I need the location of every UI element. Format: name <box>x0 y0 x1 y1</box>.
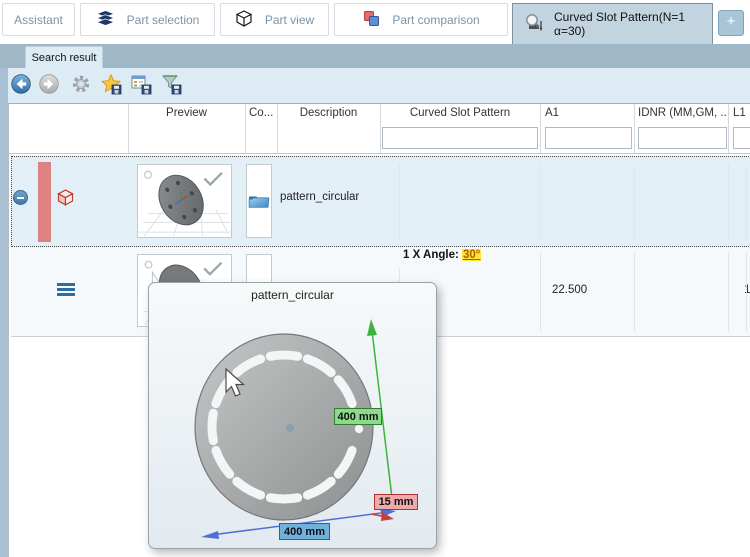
collapse-row-button[interactable] <box>13 190 28 205</box>
result-tab-bar <box>0 44 750 68</box>
tab-part-comparison-label: Part comparison <box>392 12 480 27</box>
tab-search-result-label: Search result <box>31 51 97 64</box>
settings-gear-icon[interactable] <box>71 74 91 94</box>
measure-search-icon <box>523 12 545 37</box>
tab-part-selection[interactable]: Part selection <box>80 3 215 36</box>
group-parameter-label: 1 X Angle: <box>403 249 459 261</box>
tab-part-view-label: Part view <box>264 12 315 27</box>
column-separator <box>540 104 541 153</box>
tab-part-selection-label: Part selection <box>126 12 200 27</box>
filter-input-idnr[interactable] <box>638 127 727 149</box>
dimension-label-width: 400 mm <box>279 523 330 540</box>
tab-assistant[interactable]: Assistant <box>2 3 75 36</box>
save-table-icon[interactable] <box>131 74 152 95</box>
layers-stack-icon <box>95 9 115 30</box>
column-separator <box>128 104 129 153</box>
table-row[interactable] <box>11 156 750 247</box>
add-tab-button[interactable]: + <box>718 10 744 36</box>
tab-part-view[interactable]: Part view <box>220 3 329 36</box>
row-separator <box>746 252 747 332</box>
popup-title: pattern_circular <box>251 288 334 302</box>
row-separator <box>746 164 747 240</box>
back-icon[interactable] <box>11 74 31 94</box>
left-edge-strip <box>0 68 8 557</box>
save-filter-icon[interactable] <box>161 74 182 95</box>
row-menu-icon[interactable] <box>57 283 75 298</box>
row-description[interactable]: pattern_circular <box>280 191 360 203</box>
column-separator <box>245 104 246 153</box>
cube-icon <box>235 9 253 30</box>
dimension-label-thickness: 15 mm <box>374 494 418 510</box>
tab-search-result[interactable]: Search result <box>25 46 103 68</box>
header-divider <box>9 153 750 154</box>
filter-input-l1[interactable] <box>733 127 750 149</box>
column-header-a1[interactable]: A1 <box>545 107 560 119</box>
filter-input-curved-slot-pattern[interactable] <box>382 127 538 149</box>
filter-input-a1[interactable] <box>545 127 632 149</box>
assembly-cube-icon <box>57 189 74 211</box>
tab-assistant-label: Assistant <box>14 12 63 27</box>
column-separator <box>380 104 381 153</box>
column-separator <box>728 104 729 153</box>
tab-part-comparison[interactable]: Part comparison <box>334 3 508 36</box>
row-separator <box>399 164 400 240</box>
folder-cell[interactable] <box>246 164 272 238</box>
tab-curved-slot-pattern-label: Curved Slot Pattern(N=1 α=30) <box>554 10 686 38</box>
save-favorite-icon[interactable] <box>101 73 122 95</box>
column-header-code[interactable]: Co... <box>249 107 274 119</box>
forward-icon[interactable] <box>39 74 59 94</box>
group-parameter-text: 1 X Angle: 30° <box>403 249 482 261</box>
column-header-preview[interactable]: Preview <box>166 107 207 119</box>
preview-thumbnail[interactable] <box>137 164 232 238</box>
cell-a1-value[interactable]: 22.500 <box>552 284 588 296</box>
part-preview-popup: pattern_circular <box>148 282 437 549</box>
row-separator <box>728 252 729 332</box>
cursor-icon <box>225 367 246 397</box>
column-header-idnr[interactable]: IDNR (MM,GM, ... <box>638 107 726 119</box>
row-separator <box>540 252 541 332</box>
column-header-description[interactable]: Description <box>299 107 358 119</box>
column-separator <box>634 104 635 153</box>
dimension-label-height: 400 mm <box>334 408 382 425</box>
row-separator <box>634 252 635 332</box>
part-3d-view[interactable] <box>149 283 436 548</box>
column-header-l1[interactable]: L1 <box>733 107 746 119</box>
selection-accent-bar <box>38 162 51 242</box>
folder-icon <box>248 196 270 208</box>
tab-curved-slot-pattern-active[interactable]: Curved Slot Pattern(N=1 α=30) <box>512 3 713 44</box>
column-separator <box>277 104 278 153</box>
row-separator <box>540 164 541 240</box>
row-separator <box>728 164 729 240</box>
column-header-curved-slot-pattern[interactable]: Curved Slot Pattern <box>409 107 511 119</box>
cell-l1-value[interactable]: 1 <box>744 284 750 296</box>
part-compare-icon <box>362 10 380 30</box>
row-separator <box>634 164 635 240</box>
group-parameter-value[interactable]: 30° <box>462 249 482 261</box>
